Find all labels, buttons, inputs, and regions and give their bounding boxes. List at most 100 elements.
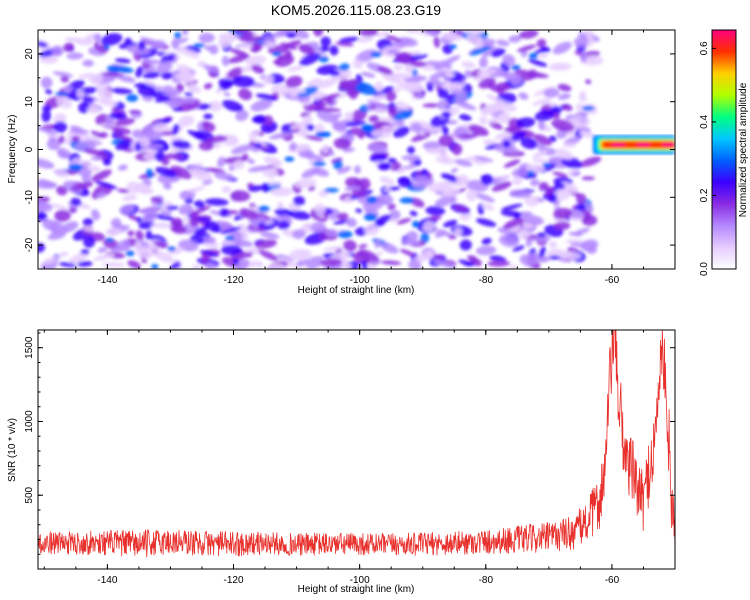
heatmap-cell-59 xyxy=(409,158,416,169)
heatmap-cell-1074 xyxy=(411,175,428,183)
heatmap-cell-1069 xyxy=(426,61,442,66)
heatmap-cell-949 xyxy=(497,111,511,124)
y-tick-label: -10 xyxy=(24,190,35,205)
heatmap-cell-1064 xyxy=(298,97,305,103)
heatmap-cell-293 xyxy=(68,251,90,264)
colorbar-gradient xyxy=(712,30,736,269)
heatmap-cell-957 xyxy=(91,209,101,221)
heatmap-cell-234 xyxy=(474,192,495,203)
heatmap-cell-1110 xyxy=(528,58,548,67)
heatmap-cell-947 xyxy=(280,42,298,50)
heatmap-cell-941 xyxy=(551,119,575,132)
heatmap-cell-503 xyxy=(537,119,546,131)
heatmap-cell-810 xyxy=(353,82,377,96)
heatmap-cell-753 xyxy=(325,228,339,237)
heatmap-cell-1096 xyxy=(205,136,228,143)
heatmap-cell-997 xyxy=(548,62,572,71)
x-tick-label: -140 xyxy=(97,575,117,586)
heatmap-cell-528 xyxy=(284,50,292,60)
heatmap-cell-868 xyxy=(381,125,397,131)
heatmap-cell-1154 xyxy=(102,158,112,166)
heatmap-cell-1087 xyxy=(488,116,502,124)
heatmap-cell-53 xyxy=(258,249,279,261)
heatmap-cell-971 xyxy=(407,146,415,155)
snr-background xyxy=(38,330,675,569)
heatmap-cell-1139 xyxy=(405,231,419,242)
heatmap-cell-1097 xyxy=(90,73,104,85)
heatmap-cell-749 xyxy=(461,30,484,36)
heatmap-cell-818 xyxy=(83,235,96,248)
heatmap-cell-1103 xyxy=(139,137,150,148)
heatmap-cell-349 xyxy=(141,258,148,264)
heatmap-cell-430 xyxy=(343,240,357,252)
heatmap-cell-188 xyxy=(454,159,473,167)
heatmap-cell-1166 xyxy=(253,143,262,148)
heatmap-cell-1148 xyxy=(321,144,329,154)
heatmap-cell-1138 xyxy=(294,178,317,189)
heatmap-cell-1162 xyxy=(151,264,159,269)
heatmap-cell-1161 xyxy=(511,64,521,71)
heatmap-cell-1049 xyxy=(289,87,299,98)
heatmap-cell-899 xyxy=(434,64,445,71)
heatmap-cell-943 xyxy=(139,206,159,214)
heatmap-cell-804 xyxy=(575,193,587,204)
heatmap-cell-976 xyxy=(42,105,52,112)
heatmap-cell-989 xyxy=(220,226,242,235)
heatmap-cell-1194 xyxy=(232,258,239,265)
heatmap-cell-571 xyxy=(379,176,395,185)
heatmap-cell-790 xyxy=(116,74,136,83)
heatmap-cell-121 xyxy=(243,252,253,258)
heatmap-cell-244 xyxy=(584,30,594,37)
x-tick-label: -100 xyxy=(350,275,370,286)
heatmap-cell-853 xyxy=(272,51,282,57)
heatmap-cell-1170 xyxy=(258,205,270,212)
heatmap-cell-1014 xyxy=(38,201,52,213)
heatmap-cell-100 xyxy=(487,260,511,267)
heatmap-cell-984 xyxy=(426,82,434,92)
heatmap-cell-683 xyxy=(221,100,244,112)
heatmap-cell-1158 xyxy=(370,51,382,58)
heatmap-cell-445 xyxy=(409,210,418,217)
heatmap-cell-1079 xyxy=(215,88,223,94)
heatmap-cell-1076 xyxy=(298,44,315,55)
heatmap-cell-1063 xyxy=(561,251,582,260)
heatmap-cell-1036 xyxy=(314,123,325,133)
heatmap-cell-983 xyxy=(580,239,599,251)
heatmap-cell-1037 xyxy=(66,52,84,60)
heatmap-cell-1 xyxy=(303,134,324,141)
heatmap-cell-1144 xyxy=(481,237,492,245)
heatmap-cell-1188 xyxy=(167,246,176,252)
heatmap-cell-1152 xyxy=(377,162,392,171)
heatmap-cell-862 xyxy=(333,160,343,170)
heatmap-cell-917 xyxy=(491,48,506,58)
heatmap-cell-1006 xyxy=(481,174,494,186)
heatmap-cell-566 xyxy=(119,204,135,215)
heatmap-cell-1189 xyxy=(312,161,326,167)
heatmap-cell-1109 xyxy=(150,197,163,203)
heatmap-cell-909 xyxy=(76,90,85,99)
heatmap-cell-995 xyxy=(42,255,61,265)
heatmap-cell-714 xyxy=(219,208,230,217)
signal-band xyxy=(593,135,675,155)
heatmap-cell-682 xyxy=(572,171,581,177)
heatmap-cell-41 xyxy=(131,129,144,139)
heatmap-cell-408 xyxy=(95,180,118,190)
heatmap-cell-1032 xyxy=(374,214,392,225)
heatmap-cell-1047 xyxy=(201,253,210,265)
heatmap-cell-1042 xyxy=(63,85,73,93)
heatmap-cell-1149 xyxy=(97,87,113,100)
heatmap-cell-760 xyxy=(361,71,376,78)
heatmap-cell-547 xyxy=(83,226,95,232)
x-tick-label: -120 xyxy=(224,275,244,286)
heatmap-cell-1147 xyxy=(548,193,558,203)
heatmap-cell-411 xyxy=(287,65,304,72)
heatmap-cell-596 xyxy=(57,151,70,159)
heatmap-cell-1186 xyxy=(193,43,205,48)
heatmap-cell-926 xyxy=(380,198,389,205)
heatmap-cell-1142 xyxy=(317,78,338,89)
heatmap-cell-309 xyxy=(422,141,444,151)
heatmap-cell-377 xyxy=(405,30,420,34)
heatmap-cell-1089 xyxy=(555,148,573,161)
heatmap-cell-697 xyxy=(49,222,59,232)
